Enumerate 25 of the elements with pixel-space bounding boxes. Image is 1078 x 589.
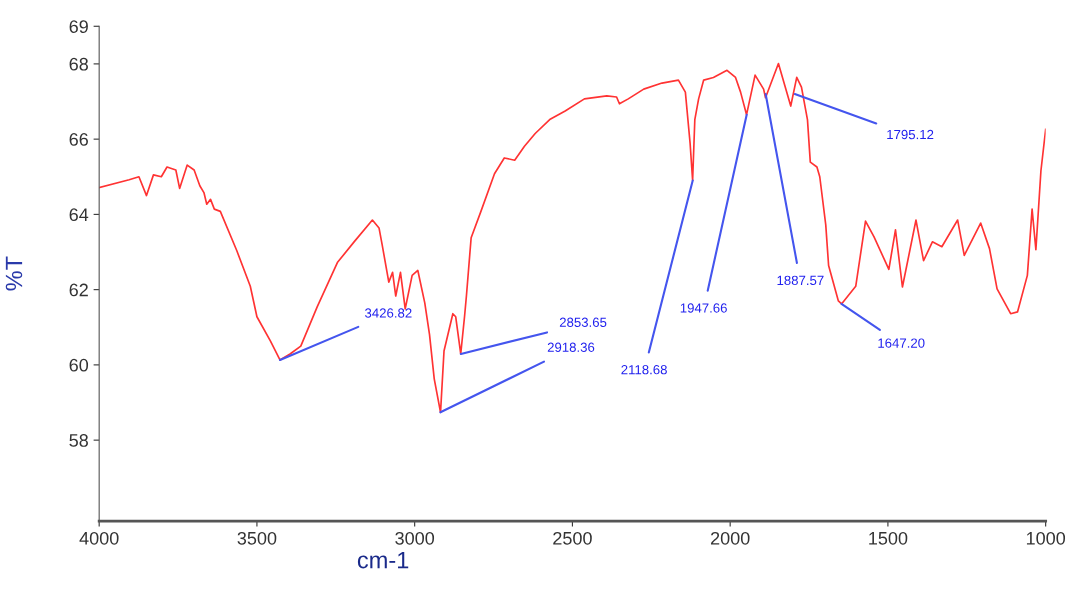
y-tick-label: 62: [69, 283, 88, 297]
annotation: 1947.66: [680, 303, 727, 313]
y-tick-label: 69: [69, 20, 88, 33]
x-axis-title: cm-1: [357, 551, 409, 569]
y-tick-label: 60: [69, 358, 89, 372]
y-tick-label: 66: [69, 133, 88, 146]
x-tick-label: 3000: [395, 531, 435, 545]
annotation: 1887.57: [777, 275, 824, 286]
annotation: 2118.68: [621, 365, 667, 375]
annotation: 1795.12: [887, 129, 934, 140]
y-tick-label: 64: [69, 208, 89, 222]
x-tick-label: 1500: [869, 531, 908, 545]
annotation: 2918.36: [547, 342, 595, 352]
x-tick-label: 4000: [79, 531, 119, 545]
y-axis-title: %T: [5, 256, 23, 291]
annotation: 2853.65: [559, 317, 607, 327]
x-tick-label: 1000: [1026, 531, 1066, 545]
x-tick-label: 2500: [553, 531, 592, 545]
y-tick-label: 58: [69, 434, 88, 447]
x-tick-label: 2000: [710, 531, 750, 545]
annotation: 1647.20: [878, 338, 925, 348]
line-series: [99, 62, 1046, 414]
annotation: 3426.82: [365, 308, 412, 318]
y-tick-label: 68: [69, 57, 88, 71]
x-tick-label: 3500: [237, 531, 277, 545]
